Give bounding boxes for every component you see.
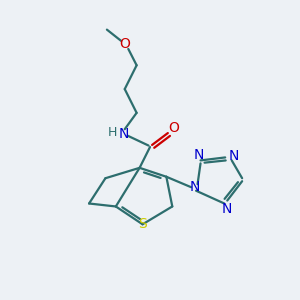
Text: N: N bbox=[222, 202, 232, 216]
Text: O: O bbox=[119, 38, 130, 52]
Text: O: O bbox=[168, 121, 179, 135]
Text: N: N bbox=[229, 149, 239, 163]
Text: H: H bbox=[108, 126, 117, 139]
Text: N: N bbox=[119, 127, 129, 141]
Text: N: N bbox=[194, 148, 204, 162]
Text: N: N bbox=[189, 180, 200, 194]
Text: S: S bbox=[138, 217, 147, 231]
